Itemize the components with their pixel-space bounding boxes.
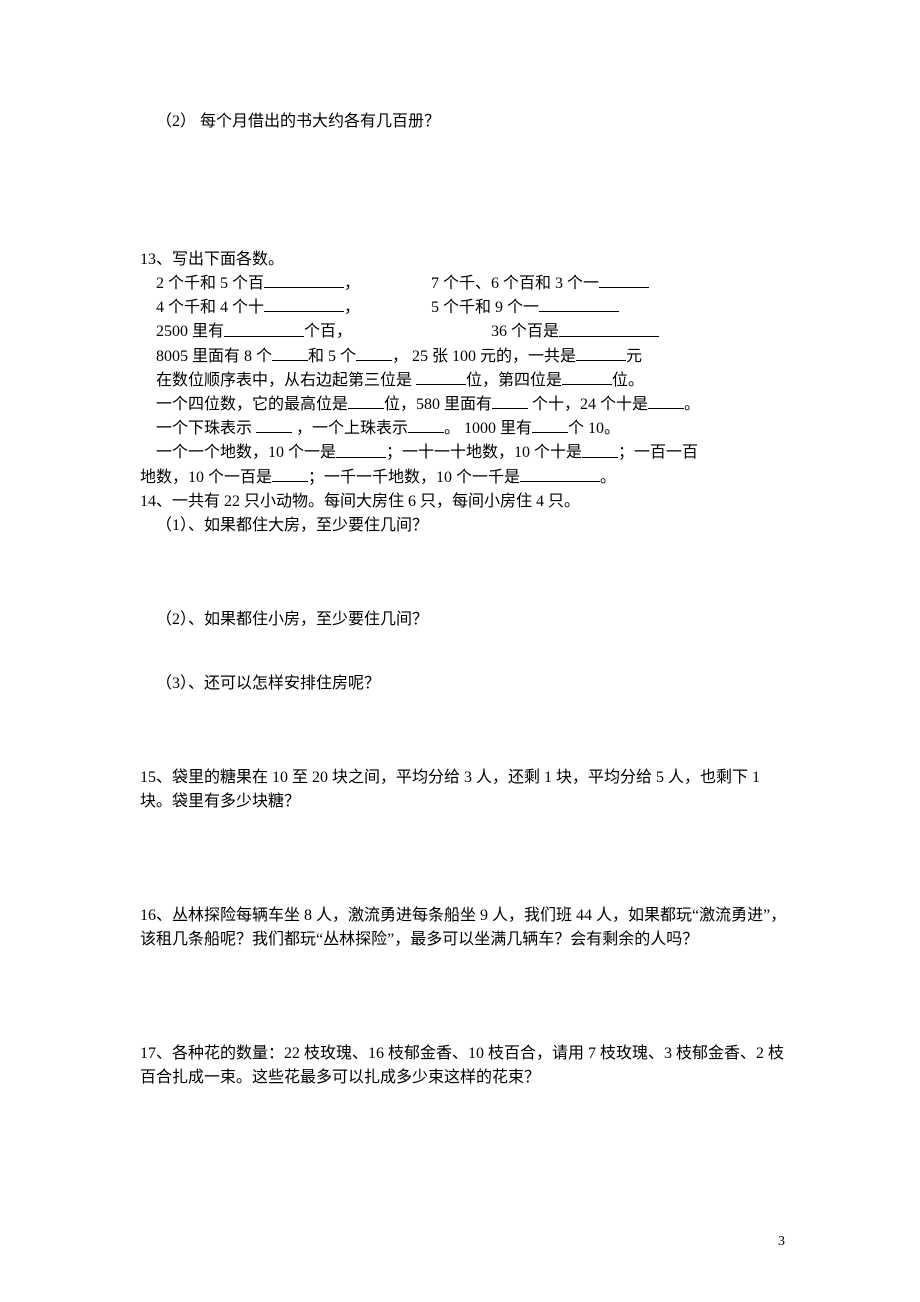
text: 2500 里有	[156, 324, 224, 341]
text: 7 个千、6 个百和 3 个一	[431, 275, 599, 292]
spacer	[140, 814, 790, 904]
text: ，一个上珠表示	[292, 420, 408, 437]
blank	[336, 441, 386, 457]
text: 4 个千和 4 个十	[156, 299, 264, 316]
blank	[559, 320, 659, 336]
spacer	[140, 952, 790, 1042]
q13-line4: 8005 里面有 8 个 和 5 个 ， 25 张 100 元的，一共是 元	[140, 345, 790, 369]
text: 8005 里面有 8 个	[156, 348, 272, 365]
blank	[576, 345, 626, 361]
blank	[272, 466, 308, 482]
q14-part1: （1）、如果都住大房，至少要住几间？	[140, 514, 790, 538]
text: 地数，10 个一百是	[140, 469, 272, 486]
text: 。	[600, 469, 616, 486]
q13-line9: 地数，10 个一百是 ；一千一千地数，10 个一千是 。	[140, 466, 790, 490]
spacer	[140, 538, 790, 608]
q12-part2: （2） 每个月借出的书大约各有几百册？	[140, 110, 790, 134]
text: 位。	[612, 372, 644, 389]
blank	[539, 296, 619, 312]
q13-line6: 一个四位数，它的最高位是 位，580 里面有 个十，24 个十是 。	[140, 393, 790, 417]
text: ；一十一十地数，10 个十是	[386, 445, 582, 462]
text: 。	[684, 396, 700, 413]
text: 位，580 里面有	[384, 396, 492, 413]
text: 36 个百是	[491, 324, 559, 341]
text: 5 个千和 9 个一	[431, 299, 539, 316]
q14-part2: （2）、如果都住小房，至少要住几间？	[140, 608, 790, 632]
text: 。 1000 里有	[444, 420, 532, 437]
blank	[348, 393, 384, 409]
page-number: 3	[778, 1231, 785, 1252]
q13-title: 13、写出下面各数。	[140, 248, 790, 272]
q14-part3: （3）、还可以怎样安排住房呢？	[140, 672, 790, 696]
q15: 15、袋里的糖果在 10 至 20 块之间，平均分给 3 人，还剩 1 块，平均…	[140, 766, 790, 814]
blank	[224, 320, 304, 336]
q13-line8: 一个一个地数，10 个一是 ；一十一十地数，10 个十是 ；一百一百	[140, 441, 790, 465]
blank	[256, 417, 292, 433]
text: ；一百一百	[618, 445, 698, 462]
blank	[562, 369, 612, 385]
text: 在数位顺序表中，从右边起第三位是	[156, 372, 416, 389]
q13-line2: 4 个千和 4 个十 ， 5 个千和 9 个一	[140, 296, 790, 320]
text: ；一千一千地数，10 个一千是	[308, 469, 520, 486]
text: 元	[626, 348, 642, 365]
blank	[264, 272, 344, 288]
q16: 16、丛林探险每辆车坐 8 人，激流勇进每条船坐 9 人，我们班 44 人，如果…	[140, 904, 790, 952]
blank	[648, 393, 684, 409]
q13-line1: 2 个千和 5 个百 ， 7 个千、6 个百和 3 个一	[140, 272, 790, 296]
text: ， 25 张 100 元的，一共是	[392, 348, 576, 365]
document-page: （2） 每个月借出的书大约各有几百册？ 13、写出下面各数。 2 个千和 5 个…	[0, 0, 920, 1302]
q13-line3: 2500 里有 个百， 36 个百是	[140, 320, 790, 344]
text: ，	[344, 275, 360, 292]
blank	[520, 466, 600, 482]
blank	[264, 296, 344, 312]
blank	[356, 345, 392, 361]
q14-title: 14、一共有 22 只小动物。每间大房住 6 只，每间小房住 4 只。	[140, 490, 790, 514]
blank	[532, 417, 568, 433]
blank	[416, 369, 466, 385]
text: 2 个千和 5 个百	[156, 275, 264, 292]
text: 一个一个地数，10 个一是	[156, 445, 336, 462]
spacer	[140, 134, 790, 248]
text: 个十，24 个十是	[528, 396, 648, 413]
text: 个百，	[304, 324, 352, 341]
blank	[272, 345, 308, 361]
text: 个 10。	[568, 420, 620, 437]
q13-line7: 一个下珠表示 ，一个上珠表示 。 1000 里有 个 10。	[140, 417, 790, 441]
text: ，	[344, 299, 360, 316]
spacer	[140, 696, 790, 766]
blank	[599, 272, 649, 288]
text: 和 5 个	[308, 348, 356, 365]
text: 一个四位数，它的最高位是	[156, 396, 348, 413]
blank	[408, 417, 444, 433]
text: 一个下珠表示	[156, 420, 256, 437]
q17: 17、各种花的数量：22 枝玫瑰、16 枝郁金香、10 枝百合，请用 7 枝玫瑰…	[140, 1042, 790, 1090]
spacer	[140, 632, 790, 672]
blank	[582, 441, 618, 457]
q13-line5: 在数位顺序表中，从右边起第三位是 位，第四位是 位。	[140, 369, 790, 393]
text: 位，第四位是	[466, 372, 562, 389]
blank	[492, 393, 528, 409]
